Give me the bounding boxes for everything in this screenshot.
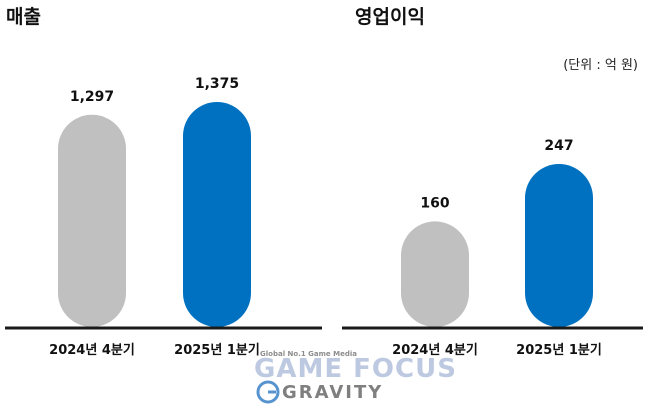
watermark-tagline: Global No.1 Game Media — [260, 350, 357, 358]
profit-category-label-2: 2025년 1분기 — [516, 343, 602, 358]
revenue-bar-1 — [58, 114, 126, 327]
profit-bar-2 — [525, 164, 593, 327]
profit-value-label-2: 247 — [544, 138, 573, 154]
unit-label: (단위 : 억 원) — [563, 58, 638, 73]
revenue-category-label-1: 2024년 4분기 — [49, 343, 135, 358]
revenue-value-label-1: 1,297 — [70, 89, 114, 105]
watermark: Global No.1 Game Media GAME FOCUS GRAVIT… — [252, 350, 456, 408]
watermark-game-focus-logo: GAME FOCUS — [254, 354, 457, 384]
revenue-chart-title: 매출 — [6, 6, 41, 28]
revenue-bar-2 — [183, 102, 251, 327]
watermark-gravity-logo: GRAVITY — [282, 382, 384, 403]
profit-value-label-1: 160 — [420, 195, 449, 211]
profit-chart: 160 2024년 4분기 247 2025년 1분기 — [342, 138, 643, 358]
profit-category-label-1: 2024년 4분기 — [392, 343, 478, 358]
profit-bar-1 — [401, 221, 469, 327]
gravity-logo-icon — [256, 380, 280, 404]
operating-profit-chart-title: 영업이익 — [355, 6, 425, 28]
revenue-value-label-2: 1,375 — [195, 76, 239, 92]
revenue-chart: 1,297 2024년 4분기 1,375 2025년 1분기 — [5, 76, 322, 358]
revenue-category-label-2: 2025년 1분기 — [174, 343, 260, 358]
